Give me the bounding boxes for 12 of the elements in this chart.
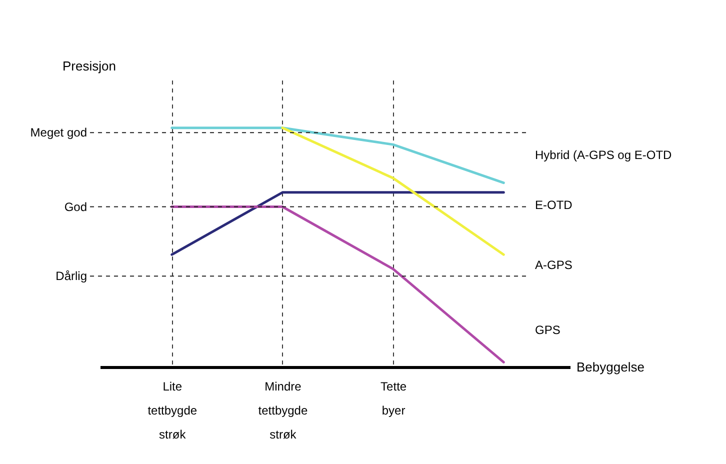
ref-line-label: Dårlig [56,269,87,284]
x-tick-label: Mindre tettbygde strøk [258,380,308,442]
text: A-GPS [535,258,572,272]
text: E-OTD [535,198,573,212]
text: Hybrid (A-GPS og E-OTD [535,148,672,162]
x-axis-title: Bebyggelse [576,360,644,374]
x-tick-label: Tette byer [380,380,407,418]
ref-line-label: God [64,200,87,214]
x-tick-label: Lite tettbygde strøk [148,380,198,442]
text: GPS [535,323,560,337]
ref-line-label: Meget god [30,126,87,140]
y-axis-title: Presisjon [62,58,116,74]
